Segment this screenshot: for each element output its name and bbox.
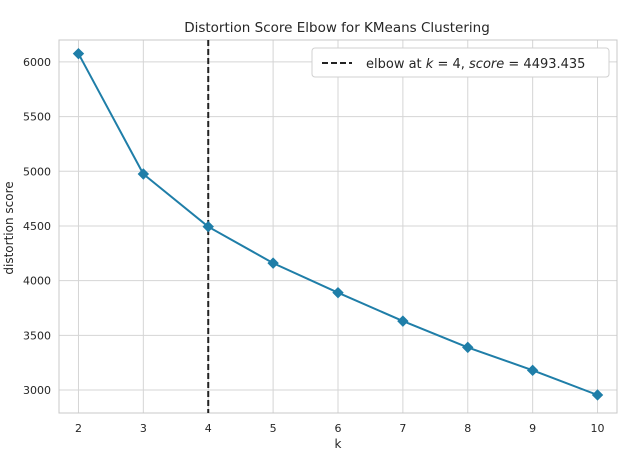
y-tick-label: 5000: [23, 165, 51, 178]
legend-score-value: 4493.435: [523, 57, 585, 72]
x-tick-label: 10: [591, 422, 605, 435]
y-tick-label: 5500: [23, 111, 51, 124]
x-tick-labels: 2 3 4 5 6 7 8 9 10: [75, 422, 605, 435]
x-tick-label: 2: [75, 422, 82, 435]
x-tick-label: 8: [464, 422, 471, 435]
x-tick-label: 6: [335, 422, 342, 435]
y-tick-label: 3000: [23, 384, 51, 397]
grid-lines: [59, 40, 617, 413]
x-tick-label: 7: [399, 422, 406, 435]
data-point-marker: [397, 315, 409, 327]
data-point-marker: [332, 286, 344, 299]
legend-separator: ,: [461, 57, 469, 72]
y-tick-label: 6000: [23, 56, 51, 69]
data-point-marker: [202, 220, 214, 233]
legend-k-value: 4: [452, 57, 460, 72]
y-tick-label: 4000: [23, 275, 51, 288]
legend-label: elbow at k = 4, score = 4493.435: [366, 57, 585, 72]
legend-prefix: elbow at: [366, 57, 426, 72]
x-tick-label: 4: [205, 422, 212, 435]
plot-frame: [58, 39, 618, 414]
y-axis-label: distortion score: [2, 181, 16, 274]
legend: elbow at k = 4, score = 4493.435: [311, 47, 610, 78]
data-point-marker: [591, 389, 604, 401]
x-tick-label: 9: [529, 422, 536, 435]
data-point-marker: [267, 257, 279, 269]
legend-k-symbol: k: [426, 57, 434, 72]
distortion-markers: [72, 47, 604, 401]
x-tick-label: 5: [270, 422, 277, 435]
data-point-marker: [72, 47, 85, 60]
y-tick-label: 3500: [23, 329, 51, 342]
chart-title: Distortion Score Elbow for KMeans Cluste…: [184, 20, 490, 36]
x-axis-label: k: [335, 437, 342, 451]
legend-box: [311, 47, 610, 78]
legend-score-symbol: score: [469, 57, 504, 72]
x-tick-label: 3: [140, 422, 147, 435]
legend-equals-1: =: [433, 57, 452, 72]
data-point-marker: [462, 341, 474, 354]
y-tick-label: 4500: [23, 220, 51, 233]
y-tick-labels: 3000 3500 4000 4500 5000 5500 6000: [23, 56, 51, 397]
data-point-marker: [137, 168, 150, 180]
legend-equals-2: =: [504, 57, 523, 72]
data-point-marker: [526, 364, 539, 377]
